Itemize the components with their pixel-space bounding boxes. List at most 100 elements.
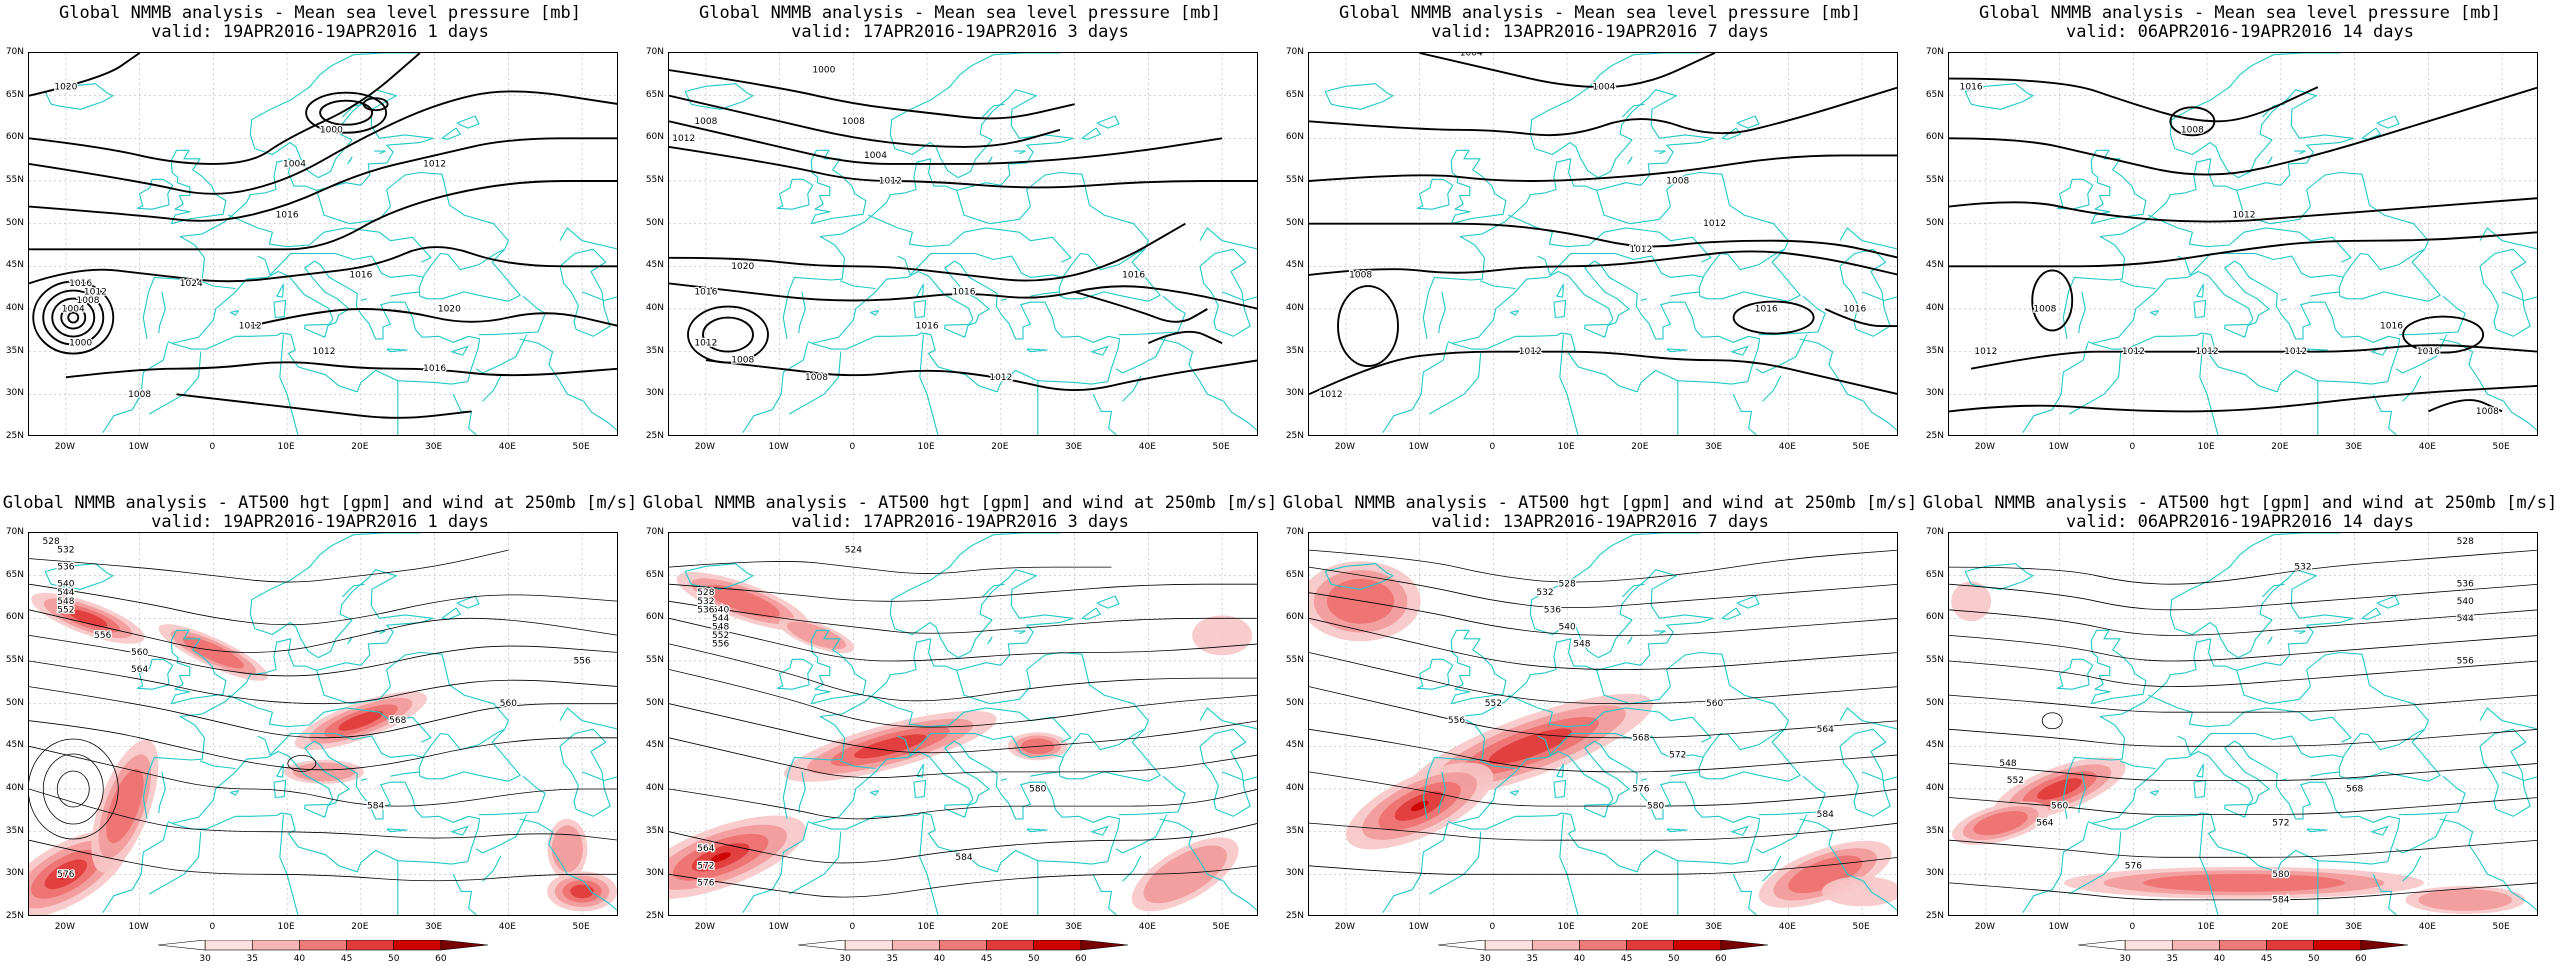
isoline [1949,549,2537,585]
longitude-label: 30E [1705,442,1723,452]
latitude-label: 40N [645,783,664,793]
coastline [776,658,814,690]
latitude-label: 25N [1925,431,1944,441]
coastline [1736,595,1760,609]
colorbar-bin [2360,940,2408,951]
latitude-label: 65N [1925,569,1944,580]
isoline [51,297,96,338]
coastline [916,763,924,778]
isoline-label: 1004 [1593,83,1616,93]
isolines [29,53,617,419]
coastline [916,283,924,298]
coastline [798,291,806,333]
panel-mslp-14days: Global NMMB analysis - Mean sea level pr… [1920,0,2560,480]
coastline [1450,149,1507,225]
isoline [29,738,119,840]
map-area: 540 544 548 552 556 524 528 532 536 564 572 576 580 5… [646,527,1258,932]
coastline [1670,771,1700,777]
isoline-label: 576 [2125,861,2142,871]
latitude-label: 45N [645,740,664,751]
coastline [1758,775,1826,816]
isoline-label: 576 [57,870,74,880]
panel-title: Global NMMB analysis - AT500 hgt [gpm] a… [642,493,1278,532]
isoline [319,99,374,126]
isoline-label: 548 [57,597,74,607]
latitude-label: 30N [5,868,24,879]
isoline [1309,617,1897,670]
isoline-label: 1016 [276,211,299,221]
isoline-label: 1008 [128,390,151,400]
isoline-label: 1008 [77,296,100,306]
isoline-label: 556 [712,639,729,649]
isoline-label: 532 [2294,563,2311,573]
latitude-label: 50N [1285,697,1304,708]
isoline-label: 528 [697,588,714,598]
isoline-label: 540 [2457,597,2474,607]
wind-speed-area [68,609,108,627]
map-base [1949,533,2537,915]
coastline [807,260,1121,393]
isoline [669,703,1257,754]
wind-speed-area [1143,845,1227,904]
coastline [1081,607,1101,620]
panel-mslp-7days: Global NMMB analysis - Mean sea level pr… [1280,0,1920,480]
map-frame: 1000 1008 1012 1004 1008 1012 1016 1020 1016 1012… [668,52,1258,436]
map-area: 1020 1016 1012 1008 1004 1000 1024 1004 1000 1012… [6,47,618,452]
coastline [2267,636,2273,645]
longitude-label: 30E [1705,922,1723,932]
coastline [1556,283,1564,298]
longitude-label: 10W [768,922,789,932]
coastline [2439,338,2488,395]
longitude-label: 40E [1138,442,1156,452]
coastline [1731,825,1749,836]
isoline-label: 1008 [694,117,717,127]
coastline [519,338,568,395]
isoline [1309,652,1897,705]
coastline [2068,351,2122,415]
longitude-label: 50E [1212,442,1230,452]
isoline-label: 564 [697,844,714,854]
panel-title: Global NMMB analysis - Mean sea level pr… [1979,3,2501,42]
isoline [1309,250,1897,276]
coastline [1666,828,1688,833]
isoline [702,316,754,353]
latitude-label: 70N [1925,527,1944,537]
isoline-label: 560 [131,648,148,658]
isoline [1949,882,2537,901]
isoline-label: 1012 [1629,245,1652,255]
latitude-label: 55N [5,175,24,185]
coastline [418,248,521,302]
coastline [2398,775,2466,816]
latitude-label: 30N [645,868,664,879]
isoline-labels: 528 532 536 540 548 552 556 560 564 568 572 576 580 5… [1447,578,1836,821]
coastline [1839,707,1897,782]
coastline [1000,778,1007,782]
latitude-label: 25N [1285,431,1304,441]
isoline-label: 1016 [2417,347,2440,357]
isoline [1949,231,2537,268]
panel-hgt-wind-14days: Global NMMB analysis - AT500 hgt [gpm] a… [1920,480,2560,960]
longitude-label: 20E [991,442,1009,452]
coastline [1447,260,1761,393]
longitude-label: 50E [1852,922,1870,932]
latitude-label: 65N [1285,569,1304,580]
isoline-labels: 1016 1008 1008 1012 1012 1016 1012 1012 1012 1016… [1958,81,2500,418]
isoline-labels: 528 532 536 540 544 548 552 556 560 564 568 572 576 5… [1998,536,2475,907]
panel-title: Global NMMB analysis - AT500 hgt [gpm] a… [1282,493,1918,532]
coastline [2338,248,2441,302]
longitude-label: 10W [2048,922,2069,932]
longitude-label: 20E [351,922,369,932]
coastline [1479,280,1516,290]
coastline [148,351,202,415]
coastline [2196,763,2204,778]
latitude-label: 25N [1285,911,1304,921]
isoline-label: 1016 [1755,305,1778,315]
coastline [944,323,969,338]
isoline-label: 552 [57,605,74,615]
coastline [386,828,408,833]
isoline [29,90,617,195]
isoline-label: 1016 [2380,322,2403,332]
isoline [287,754,317,772]
colorbar-bin [1531,940,1580,951]
